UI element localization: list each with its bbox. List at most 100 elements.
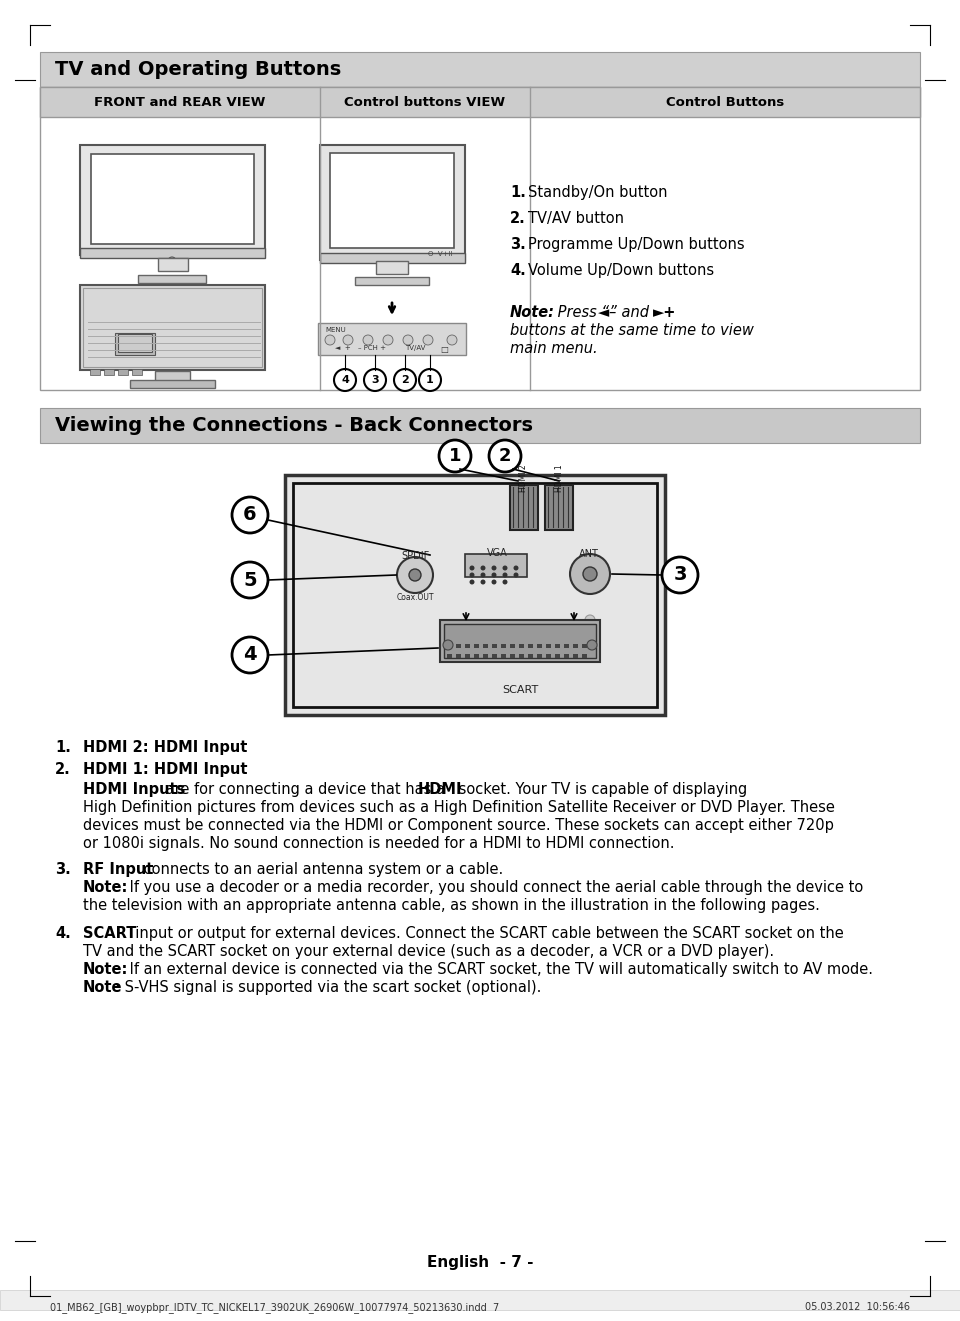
FancyBboxPatch shape bbox=[582, 654, 587, 658]
FancyBboxPatch shape bbox=[40, 52, 920, 87]
Circle shape bbox=[502, 572, 508, 577]
FancyBboxPatch shape bbox=[115, 333, 155, 355]
Circle shape bbox=[469, 580, 474, 584]
Text: Control buttons VIEW: Control buttons VIEW bbox=[345, 95, 506, 108]
Text: MENU: MENU bbox=[325, 328, 346, 333]
Text: – PCH +: – PCH + bbox=[358, 345, 386, 351]
Text: main menu.: main menu. bbox=[510, 341, 598, 355]
Circle shape bbox=[419, 369, 441, 391]
FancyBboxPatch shape bbox=[537, 645, 542, 649]
Circle shape bbox=[492, 580, 496, 584]
FancyBboxPatch shape bbox=[555, 654, 560, 658]
FancyBboxPatch shape bbox=[545, 485, 573, 530]
Text: HDMI 2: HDMI 2 bbox=[519, 465, 529, 491]
Circle shape bbox=[409, 569, 421, 581]
Text: 1.: 1. bbox=[55, 740, 71, 756]
FancyBboxPatch shape bbox=[138, 275, 206, 283]
Text: If you use a decoder or a media recorder, you should connect the aerial cable th: If you use a decoder or a media recorder… bbox=[125, 880, 863, 896]
Circle shape bbox=[481, 572, 486, 577]
FancyBboxPatch shape bbox=[528, 654, 533, 658]
Text: the television with an appropriate antenna cable, as shown in the illustration i: the television with an appropriate anten… bbox=[83, 898, 820, 913]
Text: devices must be connected via the HDMI or Component source. These sockets can ac: devices must be connected via the HDMI o… bbox=[83, 818, 834, 834]
FancyBboxPatch shape bbox=[564, 654, 569, 658]
FancyBboxPatch shape bbox=[465, 553, 527, 577]
Text: Note: Note bbox=[83, 980, 123, 995]
FancyBboxPatch shape bbox=[0, 1291, 960, 1310]
Text: 4: 4 bbox=[243, 646, 257, 664]
FancyBboxPatch shape bbox=[546, 645, 551, 649]
Circle shape bbox=[232, 561, 268, 598]
Text: 2.: 2. bbox=[55, 762, 71, 777]
Circle shape bbox=[514, 565, 518, 571]
FancyBboxPatch shape bbox=[456, 654, 461, 658]
Circle shape bbox=[397, 557, 433, 593]
Text: socket. Your TV is capable of displaying: socket. Your TV is capable of displaying bbox=[454, 782, 747, 797]
Text: Control Buttons: Control Buttons bbox=[666, 95, 784, 108]
FancyBboxPatch shape bbox=[155, 371, 190, 383]
Text: 6: 6 bbox=[243, 506, 257, 524]
Text: 3.: 3. bbox=[510, 236, 526, 252]
Text: Note:: Note: bbox=[83, 962, 129, 978]
Text: 4.: 4. bbox=[510, 263, 526, 277]
FancyBboxPatch shape bbox=[80, 145, 265, 255]
FancyBboxPatch shape bbox=[519, 645, 524, 649]
Circle shape bbox=[587, 639, 597, 650]
Text: HDMI Inputs: HDMI Inputs bbox=[83, 782, 185, 797]
FancyBboxPatch shape bbox=[465, 645, 470, 649]
FancyBboxPatch shape bbox=[444, 624, 596, 658]
Circle shape bbox=[443, 639, 453, 650]
Text: 4.: 4. bbox=[55, 926, 71, 941]
FancyBboxPatch shape bbox=[132, 369, 142, 375]
Circle shape bbox=[334, 369, 356, 391]
FancyBboxPatch shape bbox=[90, 369, 100, 375]
FancyBboxPatch shape bbox=[376, 262, 408, 273]
FancyBboxPatch shape bbox=[564, 645, 569, 649]
Text: 3.: 3. bbox=[55, 863, 71, 877]
FancyBboxPatch shape bbox=[330, 153, 454, 248]
Text: VGA: VGA bbox=[487, 548, 508, 557]
Circle shape bbox=[502, 565, 508, 571]
Text: Programme Up/Down buttons: Programme Up/Down buttons bbox=[528, 236, 745, 252]
FancyBboxPatch shape bbox=[573, 645, 578, 649]
Circle shape bbox=[343, 336, 353, 345]
Circle shape bbox=[514, 572, 518, 577]
Text: If an external device is connected via the SCART socket, the TV will automatical: If an external device is connected via t… bbox=[125, 962, 873, 978]
Text: 2: 2 bbox=[499, 446, 512, 465]
Text: 4: 4 bbox=[341, 375, 348, 384]
Circle shape bbox=[583, 567, 597, 581]
Text: Note:: Note: bbox=[510, 305, 555, 320]
FancyBboxPatch shape bbox=[474, 645, 479, 649]
Text: 2.: 2. bbox=[510, 211, 526, 226]
FancyBboxPatch shape bbox=[158, 258, 188, 271]
Circle shape bbox=[481, 580, 486, 584]
Text: SCART: SCART bbox=[83, 926, 136, 941]
Circle shape bbox=[502, 580, 508, 584]
Circle shape bbox=[232, 637, 268, 672]
FancyBboxPatch shape bbox=[118, 334, 152, 351]
Circle shape bbox=[447, 336, 457, 345]
Text: : S-VHS signal is supported via the scart socket (optional).: : S-VHS signal is supported via the scar… bbox=[115, 980, 541, 995]
Circle shape bbox=[469, 572, 474, 577]
FancyBboxPatch shape bbox=[555, 645, 560, 649]
FancyBboxPatch shape bbox=[40, 87, 920, 118]
FancyBboxPatch shape bbox=[320, 145, 465, 260]
FancyBboxPatch shape bbox=[447, 645, 452, 649]
Text: HDMI 2: HDMI Input: HDMI 2: HDMI Input bbox=[83, 740, 248, 756]
Text: 3: 3 bbox=[673, 565, 686, 584]
Text: RF Input: RF Input bbox=[83, 863, 154, 877]
Circle shape bbox=[662, 557, 698, 593]
Text: HDMI 1: HDMI 1 bbox=[555, 465, 564, 491]
FancyBboxPatch shape bbox=[285, 476, 665, 715]
FancyBboxPatch shape bbox=[91, 155, 254, 244]
FancyBboxPatch shape bbox=[80, 285, 265, 370]
Text: ◄” and: ◄” and bbox=[598, 305, 654, 320]
Text: TV/AV: TV/AV bbox=[405, 345, 425, 351]
Circle shape bbox=[363, 336, 373, 345]
FancyBboxPatch shape bbox=[80, 248, 265, 258]
FancyBboxPatch shape bbox=[546, 654, 551, 658]
Text: SCART: SCART bbox=[502, 686, 539, 695]
FancyBboxPatch shape bbox=[130, 380, 215, 388]
FancyBboxPatch shape bbox=[320, 254, 465, 263]
Text: HDMI: HDMI bbox=[418, 782, 463, 797]
Circle shape bbox=[232, 497, 268, 532]
